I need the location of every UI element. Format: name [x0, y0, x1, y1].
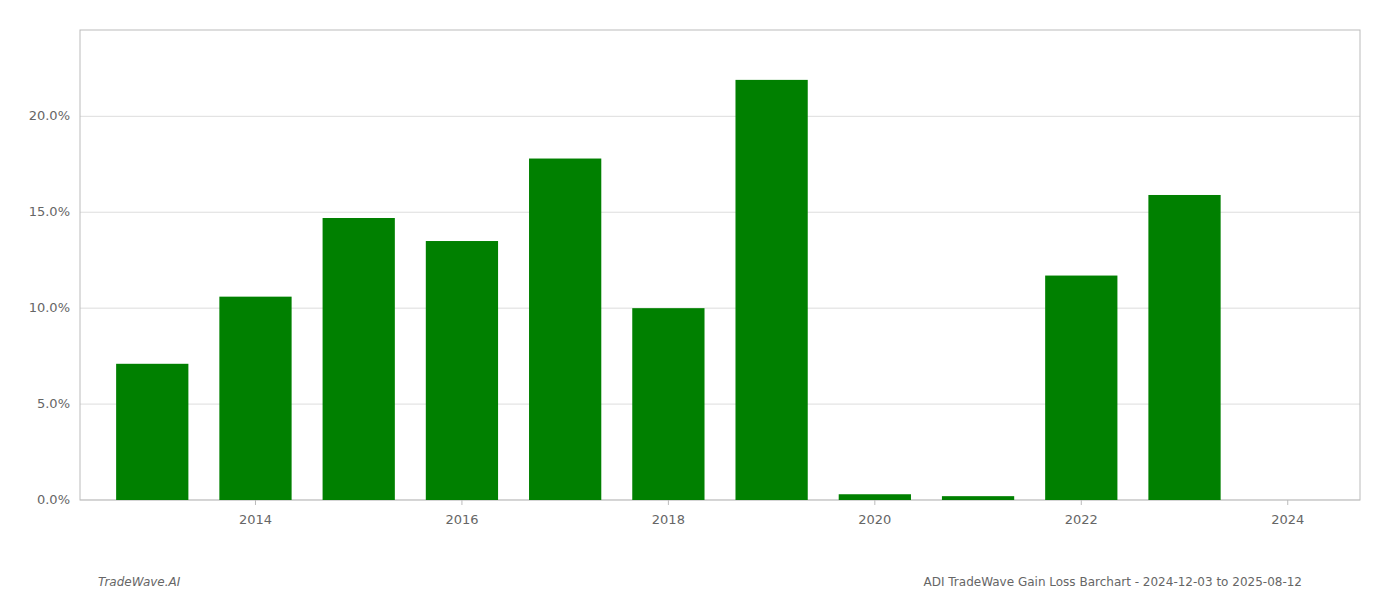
chart-svg: 0.0%5.0%10.0%15.0%20.0%20142016201820202… — [0, 0, 1400, 600]
bar — [1045, 276, 1117, 500]
footer-right: ADI TradeWave Gain Loss Barchart - 2024-… — [923, 575, 1302, 589]
x-tick — [874, 500, 875, 505]
x-tick-label: 2020 — [858, 512, 891, 527]
bar — [323, 218, 395, 500]
y-tick-label: 15.0% — [29, 204, 70, 219]
bar — [735, 80, 807, 500]
x-tick-label: 2014 — [239, 512, 272, 527]
plot-frame — [80, 30, 1360, 500]
grid-line — [80, 116, 1360, 117]
y-tick-labels: 0.0% 5.0% 10.0% 15.0% 20.0% — [29, 108, 70, 507]
footer-left: TradeWave.AI — [98, 575, 181, 589]
bar — [632, 308, 704, 500]
y-grid — [80, 116, 1360, 500]
x-tick — [461, 500, 462, 505]
y-tick-label: 5.0% — [37, 396, 70, 411]
y-tick-label: 0.0% — [37, 492, 70, 507]
bar — [116, 364, 188, 500]
footer: TradeWave.AI ADI TradeWave Gain Loss Barc… — [98, 575, 1302, 589]
bar — [426, 241, 498, 500]
y-tick-label: 10.0% — [29, 300, 70, 315]
x-tick — [668, 500, 669, 505]
x-tick-label: 2024 — [1271, 512, 1304, 527]
x-tick — [255, 500, 256, 505]
bar — [839, 494, 911, 500]
x-tick-label: 2016 — [445, 512, 478, 527]
x-tick — [1081, 500, 1082, 505]
bars — [116, 80, 1221, 500]
x-tick-label: 2022 — [1065, 512, 1098, 527]
bar — [942, 496, 1014, 500]
x-axis: 2014 2016 2018 2020 2022 2024 — [239, 500, 1304, 527]
bar — [219, 297, 291, 500]
y-tick-label: 20.0% — [29, 108, 70, 123]
x-tick — [1287, 500, 1288, 505]
chart-container: 0.0%5.0%10.0%15.0%20.0%20142016201820202… — [0, 0, 1400, 600]
bar — [529, 159, 601, 500]
bar — [1148, 195, 1220, 500]
x-tick-label: 2018 — [652, 512, 685, 527]
